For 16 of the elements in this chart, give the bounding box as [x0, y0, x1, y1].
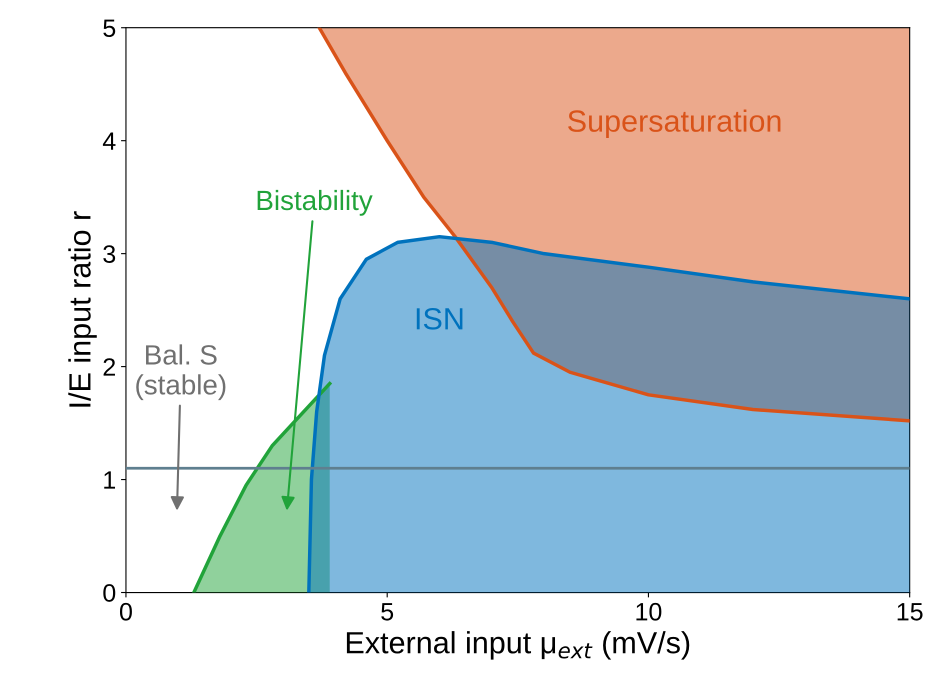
annotation: Supersaturation: [568, 109, 780, 138]
x-tick-label: 10: [636, 602, 662, 621]
x-tick-label: 15: [898, 603, 923, 621]
y-tick-label: 1: [104, 471, 116, 489]
annotation: Bistability: [258, 190, 373, 216]
x-axis-title: External input μ$_{ext}$ (mV/s): [346, 631, 690, 660]
y-tick-label: 2: [104, 358, 115, 376]
y-tick-label: 0: [103, 584, 116, 602]
x-tick-label: 5: [381, 603, 394, 621]
y-axis-title: I/E input ratio r: [68, 211, 97, 407]
y-tick-label: 4: [102, 132, 116, 150]
y-tick-label: 5: [103, 20, 116, 38]
annotation: Bal. S (stable): [136, 344, 226, 400]
annotation: ISN: [416, 308, 462, 330]
y-tick-label: 3: [103, 245, 116, 263]
x-tick-label: 0: [120, 602, 132, 621]
